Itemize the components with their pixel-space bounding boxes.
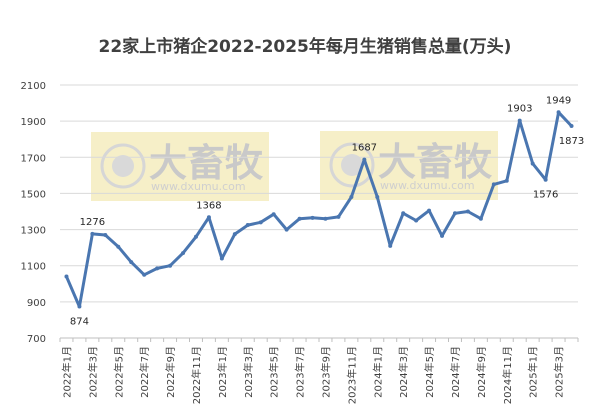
data-label: 874 bbox=[70, 317, 89, 328]
data-point bbox=[491, 182, 496, 187]
data-point bbox=[543, 177, 548, 182]
data-labels: 874 1276 1368 1687 1903 1576 1949 1873 bbox=[70, 95, 584, 327]
watermark-text: 大畜牧 bbox=[149, 141, 264, 185]
data-point bbox=[77, 304, 82, 309]
x-tick-label: 2022年7月 bbox=[138, 346, 151, 398]
y-tick-label: 700 bbox=[27, 334, 46, 345]
data-label: 1368 bbox=[196, 200, 221, 211]
x-tick-label: 2024年7月 bbox=[449, 346, 462, 398]
data-point bbox=[388, 243, 393, 248]
data-label: 1687 bbox=[352, 143, 377, 154]
watermark-logo-ring bbox=[100, 143, 146, 189]
data-point bbox=[440, 233, 445, 238]
x-tick-label: 2022年5月 bbox=[112, 346, 125, 398]
y-axis: 700 900 1100 1300 1500 1700 1900 2100 bbox=[21, 81, 46, 345]
x-axis: 2022年1月 2022年3月 2022年5月 2022年7月 2022年9月 2022年… bbox=[59, 338, 579, 404]
data-point bbox=[129, 260, 134, 265]
data-label: 1903 bbox=[507, 104, 532, 115]
x-tick-label: 2023年1月 bbox=[216, 346, 229, 398]
y-tick-label: 1300 bbox=[21, 226, 46, 237]
data-point bbox=[427, 208, 432, 213]
data-label: 1576 bbox=[533, 190, 558, 201]
data-point bbox=[375, 195, 380, 200]
y-tick-label: 900 bbox=[27, 298, 46, 309]
x-tick-label: 2023年9月 bbox=[319, 346, 332, 398]
data-point bbox=[478, 216, 483, 221]
series bbox=[64, 110, 574, 309]
x-tick-label: 2024年3月 bbox=[397, 346, 410, 398]
x-tick-label: 2022年11月 bbox=[190, 346, 203, 404]
x-tick-label: 2024年9月 bbox=[475, 346, 488, 398]
data-point bbox=[142, 272, 147, 277]
data-point bbox=[271, 212, 276, 217]
watermark-text: 大畜牧 bbox=[378, 140, 493, 184]
data-point bbox=[504, 178, 509, 183]
data-point bbox=[103, 232, 108, 237]
data-point bbox=[245, 223, 250, 228]
series-line bbox=[65, 110, 573, 309]
x-tick-label: 2023年5月 bbox=[268, 346, 281, 398]
data-point bbox=[336, 214, 341, 219]
data-point bbox=[323, 216, 328, 221]
chart-title: 22家上市猪企2022-2025年每月生猪销售总量(万头) bbox=[99, 36, 512, 57]
data-point bbox=[116, 244, 121, 249]
data-point bbox=[155, 266, 160, 271]
data-label: 1276 bbox=[80, 217, 105, 228]
data-point bbox=[401, 211, 406, 216]
data-point bbox=[193, 234, 198, 239]
y-tick-label: 1700 bbox=[21, 153, 46, 164]
x-tick-label: 2022年1月 bbox=[60, 346, 73, 398]
watermark-logo-ring bbox=[329, 142, 375, 188]
data-label: 1873 bbox=[559, 136, 584, 147]
data-point bbox=[219, 256, 224, 261]
y-tick-label: 2100 bbox=[21, 81, 46, 92]
y-tick-label: 1500 bbox=[21, 189, 46, 200]
data-point bbox=[362, 157, 367, 162]
gridlines bbox=[60, 84, 578, 339]
y-tick-label: 1100 bbox=[21, 262, 46, 273]
data-point bbox=[530, 161, 535, 166]
data-point bbox=[310, 215, 315, 220]
data-point bbox=[297, 216, 302, 221]
data-label: 1949 bbox=[546, 95, 571, 106]
x-tick-label: 2024年11月 bbox=[501, 346, 514, 404]
data-point bbox=[206, 215, 211, 220]
data-point bbox=[232, 232, 237, 237]
data-point bbox=[181, 251, 186, 256]
data-point bbox=[517, 118, 522, 123]
watermark-logo-dot bbox=[112, 155, 134, 177]
data-point bbox=[414, 218, 419, 223]
data-point bbox=[168, 263, 173, 268]
x-tick-label: 2023年7月 bbox=[294, 346, 307, 398]
data-point bbox=[465, 209, 470, 214]
x-tick-label: 2025年1月 bbox=[527, 346, 540, 398]
x-tick-label: 2025年3月 bbox=[553, 346, 566, 398]
data-point bbox=[284, 227, 289, 232]
data-point bbox=[349, 195, 354, 200]
data-point bbox=[258, 220, 263, 225]
x-tick-label: 2023年11月 bbox=[345, 346, 358, 404]
x-tick-label: 2024年1月 bbox=[371, 346, 384, 398]
watermark-logo-dot bbox=[341, 154, 363, 176]
x-tick-label: 2023年3月 bbox=[242, 346, 255, 398]
data-point bbox=[569, 124, 574, 129]
x-tick-label: 2022年9月 bbox=[164, 346, 177, 398]
watermark-url: www.dxumu.com bbox=[151, 180, 246, 193]
data-point bbox=[452, 211, 457, 216]
watermark-url: www.dxumu.com bbox=[380, 179, 475, 192]
y-tick-label: 1900 bbox=[21, 117, 46, 128]
x-tick-label: 2024年5月 bbox=[423, 346, 436, 398]
x-tick-label: 2022年3月 bbox=[86, 346, 99, 398]
data-point bbox=[90, 231, 95, 236]
data-point bbox=[556, 110, 561, 115]
data-point bbox=[64, 274, 69, 279]
